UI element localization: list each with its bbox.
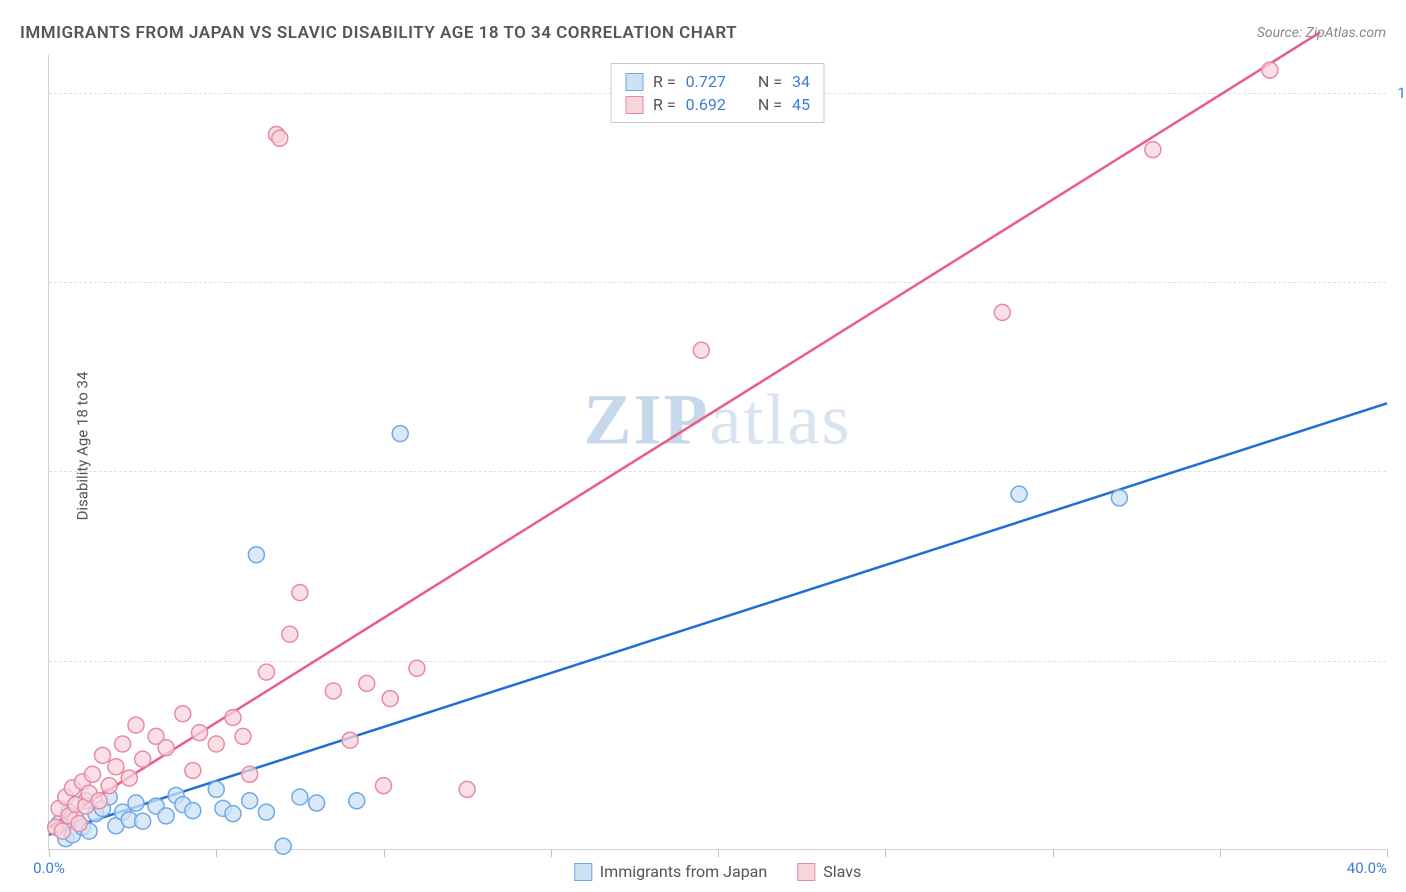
x-tick [384, 849, 385, 857]
chart-header: IMMIGRANTS FROM JAPAN VS SLAVIC DISABILI… [20, 18, 1386, 48]
data-point [382, 691, 398, 707]
regression-line [49, 32, 1320, 827]
legend-item: Slavs [797, 862, 861, 881]
data-point [101, 778, 117, 794]
chart-plot-area: ZIPatlas R =0.727N =34R =0.692N =45 Immi… [48, 55, 1386, 850]
data-point [128, 795, 144, 811]
data-point [192, 725, 208, 741]
data-point [693, 342, 709, 358]
legend-swatch-icon [574, 863, 592, 881]
x-tick [551, 849, 552, 857]
data-point [275, 838, 291, 854]
data-point [292, 585, 308, 601]
chart-title: IMMIGRANTS FROM JAPAN VS SLAVIC DISABILI… [20, 23, 737, 43]
stats-legend: R =0.727N =34R =0.692N =45 [610, 63, 825, 123]
data-point [272, 130, 288, 146]
x-tick [718, 849, 719, 857]
data-point [1145, 142, 1161, 158]
data-point [115, 736, 131, 752]
x-tick [1220, 849, 1221, 857]
data-point [225, 710, 241, 726]
data-point [376, 778, 392, 794]
data-point [1262, 62, 1278, 78]
data-point [342, 732, 358, 748]
data-point [121, 770, 137, 786]
data-point [1111, 490, 1127, 506]
data-point [54, 823, 70, 839]
x-tick-label: 0.0% [33, 859, 65, 877]
data-point [225, 806, 241, 822]
data-point [158, 740, 174, 756]
data-point [258, 804, 274, 820]
x-tick [1387, 849, 1388, 857]
data-point [248, 547, 264, 563]
legend-label: Immigrants from Japan [600, 862, 767, 881]
data-point [71, 816, 87, 832]
data-point [392, 426, 408, 442]
data-point [84, 766, 100, 782]
x-tick-label: 40.0% [1347, 859, 1387, 877]
data-point [242, 766, 258, 782]
legend-swatch-icon [625, 73, 643, 91]
n-value: 34 [792, 72, 810, 91]
data-point [235, 728, 251, 744]
data-point [208, 736, 224, 752]
data-point [158, 808, 174, 824]
n-value: 45 [792, 95, 810, 114]
legend-item: Immigrants from Japan [574, 862, 767, 881]
data-point [409, 660, 425, 676]
data-point [309, 795, 325, 811]
x-tick [216, 849, 217, 857]
data-point [135, 751, 151, 767]
x-tick [885, 849, 886, 857]
x-tick [49, 849, 50, 857]
data-point [128, 717, 144, 733]
data-point [349, 793, 365, 809]
stats-legend-row: R =0.727N =34 [625, 70, 810, 93]
chart-source: Source: ZipAtlas.com [1257, 25, 1386, 41]
data-point [175, 706, 191, 722]
legend-label: Slavs [823, 862, 861, 881]
data-point [1011, 486, 1027, 502]
data-point [359, 675, 375, 691]
data-point [135, 813, 151, 829]
x-tick [1053, 849, 1054, 857]
data-point [108, 759, 124, 775]
r-value: 0.692 [686, 95, 726, 114]
legend-swatch-icon [625, 96, 643, 114]
data-point [994, 304, 1010, 320]
data-point [91, 793, 107, 809]
data-point [258, 664, 274, 680]
data-point [185, 763, 201, 779]
data-point [242, 793, 258, 809]
legend-swatch-icon [797, 863, 815, 881]
scatter-plot-svg [49, 55, 1386, 849]
r-value: 0.727 [686, 72, 726, 91]
data-point [208, 781, 224, 797]
data-point [185, 803, 201, 819]
series-legend: Immigrants from Japan Slavs [574, 862, 861, 881]
y-tick-label: 100.0% [1397, 84, 1406, 102]
data-point [459, 781, 475, 797]
stats-legend-row: R =0.692N =45 [625, 93, 810, 116]
data-point [95, 747, 111, 763]
data-point [325, 683, 341, 699]
data-point [282, 626, 298, 642]
data-point [292, 789, 308, 805]
